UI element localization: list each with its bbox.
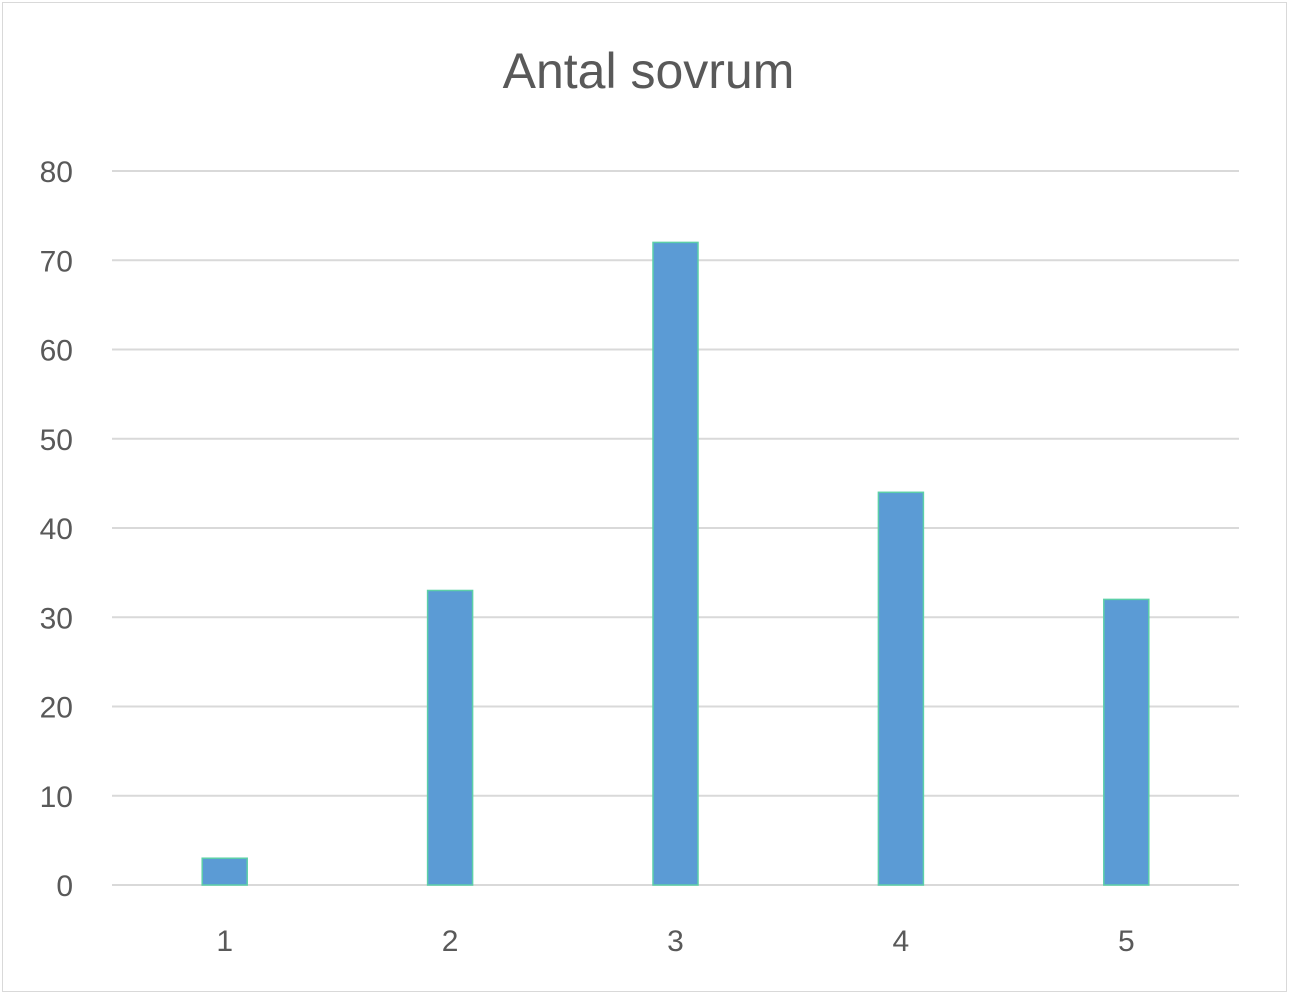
y-tick-label: 30 [40,602,73,635]
chart-title: Antal sovrum [502,43,795,99]
bar [652,241,699,886]
bar [426,589,474,886]
y-tick-label: 20 [40,692,73,725]
y-tick-label: 70 [40,245,73,278]
bar [1103,598,1150,886]
x-tick-label: 3 [667,925,684,958]
y-tick-label: 50 [40,424,73,457]
y-tick-label: 80 [40,156,73,189]
x-tick-label: 4 [893,925,910,958]
bar [201,857,248,886]
y-tick-label: 0 [56,870,73,903]
y-tick-label: 60 [40,335,73,368]
x-tick-label: 2 [442,925,459,958]
bar [877,491,925,886]
y-tick-label: 40 [40,513,73,546]
y-tick-label: 10 [40,781,73,814]
x-tick-label: 5 [1118,925,1135,958]
x-tick-label: 1 [216,925,233,958]
